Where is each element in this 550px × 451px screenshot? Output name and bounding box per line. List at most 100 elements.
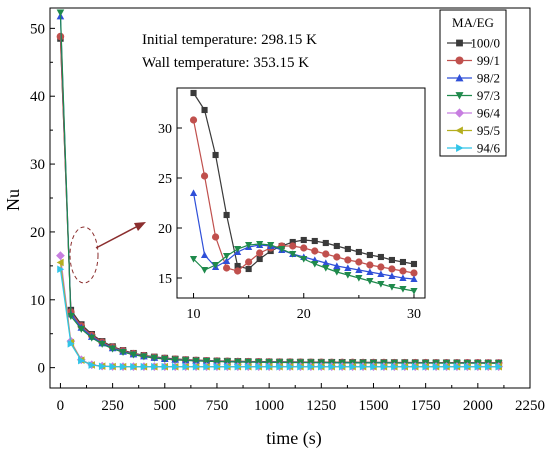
inset-data-point: [355, 258, 363, 266]
inset-y-tick-label-1: 20: [158, 222, 172, 237]
data-point: [161, 362, 169, 371]
main-plot-area: 0 250 500 750 1000 1250 1500 1750 2000 2250 0 10 20 3…: [30, 7, 545, 414]
data-point: [286, 362, 294, 371]
data-point: [181, 357, 190, 365]
legend-entry-100-0: 100/0: [447, 36, 500, 51]
legend-marker: [456, 144, 464, 152]
inset-y-tick-label-0: 15: [158, 272, 172, 287]
inset-data-point: [333, 262, 341, 270]
data-point: [276, 362, 284, 371]
y-tick-label-3: 30: [30, 157, 45, 173]
series-94-6: [57, 265, 503, 371]
data-point: [130, 362, 138, 371]
inset-data-point: [245, 241, 253, 249]
y-tick-label-5: 50: [30, 21, 45, 37]
data-point: [129, 351, 138, 359]
data-point: [182, 362, 190, 371]
x-axis-label: time (s): [266, 428, 322, 449]
data-point: [151, 362, 159, 371]
y-tick-label-1: 10: [30, 293, 45, 309]
inset-data-point: [211, 233, 220, 241]
data-point: [234, 362, 242, 371]
inset-data-point: [223, 264, 231, 272]
data-point: [453, 362, 461, 371]
data-point: [203, 362, 211, 371]
zoom-arrow: [95, 222, 146, 249]
inset-data-point: [399, 285, 407, 293]
data-point: [307, 362, 315, 371]
inset-data-point: [355, 248, 362, 256]
data-point: [150, 354, 159, 362]
data-point: [422, 362, 430, 371]
inset-data-point: [388, 283, 396, 291]
data-point: [380, 362, 388, 371]
inset-x-tick-label-2: 30: [407, 307, 421, 322]
data-point: [297, 362, 305, 371]
data-point: [265, 362, 273, 371]
data-point: [349, 362, 357, 371]
inset-data-point: [234, 245, 242, 253]
x-tick-label-6: 1500: [358, 398, 388, 414]
inset-data-point: [410, 275, 418, 283]
x-tick-label-2: 500: [154, 398, 177, 414]
data-point: [213, 362, 221, 371]
legend-label: 94/6: [477, 141, 501, 156]
inset-data-point: [388, 272, 396, 280]
inset-data-point: [245, 258, 253, 266]
data-point: [192, 362, 200, 371]
data-point: [411, 362, 420, 371]
legend-marker: [455, 56, 464, 65]
inset-data-point: [200, 251, 209, 259]
data-point: [202, 358, 211, 366]
data-point: [485, 362, 493, 371]
x-tick-label-7: 1750: [411, 398, 441, 414]
data-point: [171, 356, 180, 364]
inset-data-point: [212, 151, 219, 159]
inset-data-point: [366, 277, 374, 285]
inset-data-point: [399, 267, 407, 275]
inset-data-point: [410, 269, 418, 277]
data-point: [88, 361, 96, 369]
data-point: [56, 251, 65, 261]
legend-entry-97-3: 97/3: [447, 88, 500, 103]
inset-data-point: [300, 236, 307, 244]
inset-data-point: [311, 260, 319, 268]
data-point: [328, 362, 336, 371]
data-point: [56, 258, 64, 267]
data-point: [77, 325, 86, 333]
data-point: [245, 362, 253, 371]
data-point: [443, 362, 451, 371]
zoom-ellipse: [69, 226, 99, 284]
legend-entry-94-6: 94/6: [447, 141, 500, 156]
inset-data-point: [333, 242, 340, 250]
data-point: [119, 348, 127, 356]
inset-data-point: [311, 247, 319, 255]
inset-data-point: [366, 251, 373, 259]
inset-data-point: [256, 249, 264, 257]
inset-data-point: [322, 259, 330, 267]
inset-data-point: [223, 257, 231, 265]
legend: MA/EG 100/0 99/1 98/2 97/3 96/4 95/5 94/6: [439, 9, 507, 157]
data-point: [140, 362, 148, 371]
inset-data-point: [355, 266, 363, 274]
inset-data-point: [311, 237, 318, 245]
data-point: [224, 362, 232, 371]
inset-data-point: [189, 255, 198, 263]
legend-marker: [454, 108, 465, 118]
inset-data-point: [289, 250, 297, 258]
x-tick-label-9: 2250: [515, 398, 545, 414]
legend-entry-96-4: 96/4: [447, 106, 500, 121]
inset-data-point: [289, 242, 297, 250]
inset-data-point: [189, 189, 198, 197]
inset-data-point: [377, 270, 385, 278]
inset-data-point: [399, 274, 407, 282]
annotation-wall-temperature: Wall temperature: 353.15 K: [142, 55, 309, 71]
legend-marker: [455, 126, 463, 135]
inset-data-point: [344, 264, 352, 272]
inset-y-tick-label-2: 25: [158, 172, 172, 187]
inset-data-point: [278, 245, 286, 253]
data-point: [432, 362, 440, 371]
inset-data-point: [300, 244, 308, 252]
legend-label: 95/5: [477, 123, 500, 138]
inset-data-point: [388, 256, 395, 264]
